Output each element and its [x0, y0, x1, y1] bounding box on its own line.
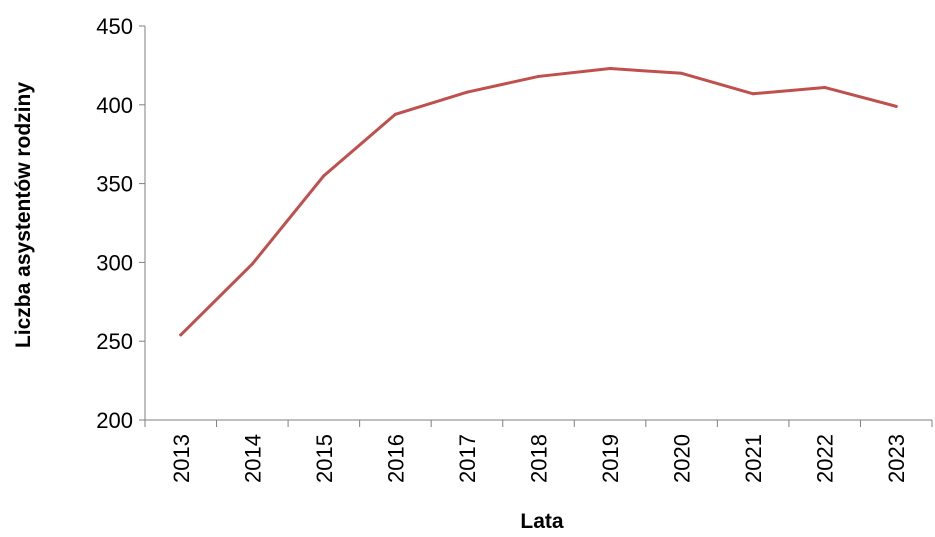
- data-point: [537, 74, 540, 78]
- data-point: [894, 104, 898, 108]
- data-point: [393, 112, 397, 116]
- x-tick-label: 2021: [741, 434, 766, 483]
- data-point: [680, 71, 684, 75]
- data-point: [465, 90, 469, 94]
- y-tick-label: 450: [96, 14, 133, 39]
- y-tick-label: 350: [96, 172, 133, 197]
- x-tick-label: 2020: [670, 434, 695, 483]
- x-tick-label: 2018: [527, 434, 552, 483]
- data-point: [250, 262, 254, 266]
- y-tick-label: 250: [96, 329, 133, 354]
- x-tick-label: 2019: [598, 434, 623, 483]
- x-tick-label: 2016: [383, 434, 408, 483]
- y-axis-title: Liczba asystentów rodziny: [12, 82, 35, 348]
- x-tick-label: 2017: [455, 434, 480, 483]
- data-point: [823, 85, 827, 89]
- x-tick-label: 2015: [312, 434, 337, 483]
- data-point: [608, 67, 612, 71]
- x-tick-label: 2023: [884, 434, 909, 483]
- data-point: [179, 333, 183, 337]
- y-tick-label: 400: [96, 93, 133, 118]
- series-group: [179, 67, 898, 337]
- x-axis: 2013 2014 2015 2016 2017 2018 2019 2020 2021 2022…: [144, 419, 933, 483]
- y-tick-label: 200: [96, 408, 133, 433]
- y-axis: 200 250 300 350 400 450: [96, 14, 146, 433]
- y-tick-label: 300: [96, 250, 133, 275]
- x-tick-label: 2013: [169, 434, 194, 483]
- data-point: [751, 92, 755, 96]
- data-point: [322, 174, 326, 178]
- x-tick-label: 2022: [813, 434, 838, 483]
- series-line: [179, 67, 898, 337]
- x-axis-title: Lata: [520, 510, 564, 533]
- x-tick-label: 2014: [240, 434, 265, 483]
